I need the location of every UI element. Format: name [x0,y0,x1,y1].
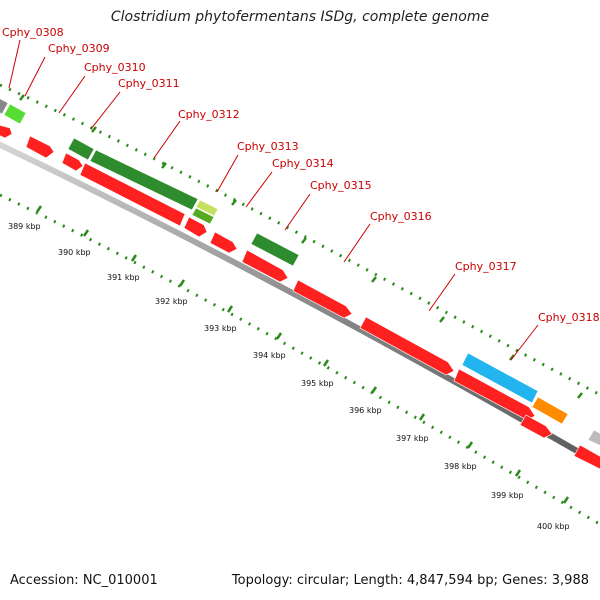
red-gene-7[interactable] [241,249,289,283]
gene-block-0311a[interactable] [67,137,95,161]
gene-block-0318b[interactable] [531,396,569,425]
scale-label: 393 kbp [204,324,237,333]
gene-label[interactable]: Cphy_0312 [178,108,240,121]
scale-label: 389 kbp [8,222,41,231]
red-gene-5[interactable] [183,216,208,238]
gene-label[interactable]: Cphy_0318 [538,311,600,324]
red-gene-6[interactable] [209,231,238,254]
scale-label: 400 kbp [537,522,570,531]
gene-label[interactable]: Cphy_0309 [48,42,110,55]
outer-tick-row [0,83,600,397]
forward-strand-genes [0,96,600,448]
inner-tick-row [0,193,600,526]
scale-label: 397 kbp [396,434,429,443]
red-gene-12[interactable] [573,444,600,474]
gene-block-0312[interactable] [89,149,199,211]
gene-block-0309[interactable] [3,103,27,125]
scale-label: 396 kbp [349,406,382,415]
gene-label[interactable]: Cphy_0317 [455,260,517,273]
red-gene-2[interactable] [25,135,55,159]
backbone-ring [0,141,600,468]
scale-label: 399 kbp [491,491,524,500]
red-gene-1[interactable] [0,124,13,139]
red-gene-9[interactable] [359,316,455,376]
gene-label[interactable]: Cphy_0315 [310,179,372,192]
scale-label-group: 389 kbp 390 kbp 391 kbp 392 kbp 393 kbp … [8,222,570,531]
gene-block-0308[interactable] [0,96,9,115]
scale-label: 391 kbp [107,273,140,282]
gene-block-0315[interactable] [250,232,300,267]
genome-summary-text: Topology: circular; Length: 4,847,594 bp… [231,573,589,588]
gene-label[interactable]: Cphy_0311 [118,77,180,90]
outer-major-ticks [19,94,583,399]
scale-label: 394 kbp [253,351,286,360]
scale-label: 390 kbp [58,248,91,257]
red-gene-11[interactable] [519,414,553,439]
map-title: Clostridium phytofermentans ISDg, comple… [110,9,490,25]
red-gene-8[interactable] [292,279,353,319]
red-gene-4[interactable] [79,162,186,227]
gene-label[interactable]: Cphy_0308 [2,26,64,39]
red-gene-3[interactable] [61,152,84,172]
scale-label: 398 kbp [444,462,477,471]
label-leader-lines [8,39,539,361]
red-genes [0,124,600,474]
gene-block-0318a[interactable] [461,352,539,404]
scale-label: 392 kbp [155,297,188,306]
gene-block-gray[interactable] [587,429,600,448]
accession-text: Accession: NC_010001 [10,573,158,588]
gene-label-group: Cphy_0308 Cphy_0309 Cphy_0310 Cphy_0311 … [2,26,600,324]
gene-label[interactable]: Cphy_0314 [272,157,334,170]
scale-label: 395 kbp [301,379,334,388]
gene-label[interactable]: Cphy_0310 [84,61,146,74]
gene-label[interactable]: Cphy_0316 [370,210,432,223]
inner-major-ticks [35,205,570,504]
gene-block-0313b[interactable] [191,207,215,225]
gene-label[interactable]: Cphy_0313 [237,140,299,153]
gene-block-0313a[interactable] [195,199,219,217]
